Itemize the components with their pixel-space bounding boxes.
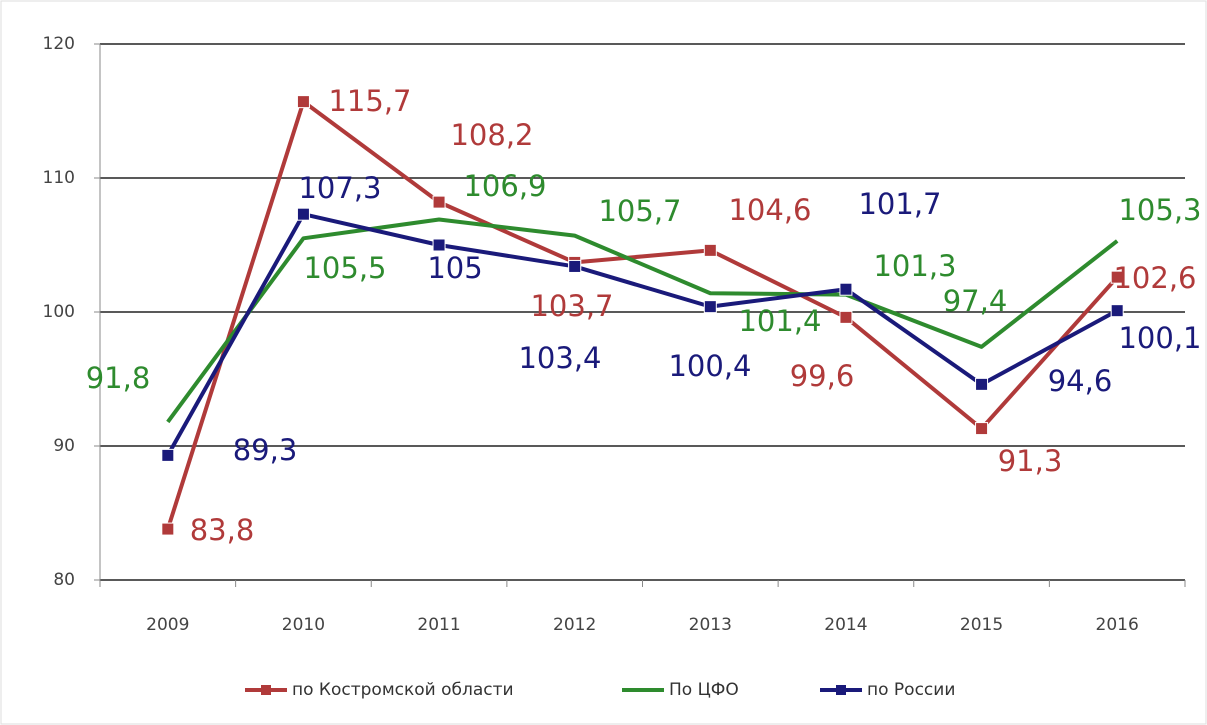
x-tick-label: 2012 (553, 615, 596, 635)
data-label: 107,3 (298, 171, 381, 205)
marker (161, 522, 175, 536)
x-tick-label: 2015 (960, 615, 1003, 635)
x-tick-label: 2010 (282, 615, 325, 635)
x-tick-label: 2009 (146, 615, 189, 635)
data-label: 105,3 (1118, 193, 1201, 227)
data-label: 103,7 (530, 289, 613, 323)
data-label: 100,1 (1118, 321, 1201, 355)
marker (975, 422, 989, 436)
data-label: 83,8 (190, 513, 255, 547)
data-label: 108,2 (450, 118, 533, 152)
data-label: 101,4 (738, 304, 821, 338)
legend-label: По ЦФО (669, 680, 739, 700)
legend-label: по Костромской области (292, 680, 514, 700)
marker (703, 243, 717, 257)
marker (161, 448, 175, 462)
series-line (166, 217, 1119, 424)
marker (703, 300, 717, 314)
marker (839, 282, 853, 296)
series-line (166, 212, 1119, 457)
data-label: 91,8 (86, 361, 151, 395)
legend-marker (261, 685, 271, 695)
legend-marker (836, 685, 846, 695)
data-label: 105 (427, 251, 482, 285)
marker (296, 95, 310, 109)
marker (568, 259, 582, 273)
legend-label: по России (867, 680, 955, 700)
data-label: 102,6 (1113, 261, 1196, 295)
marker (296, 207, 310, 221)
marker (432, 238, 446, 252)
data-label: 94,6 (1048, 364, 1113, 398)
x-tick-label: 2016 (1096, 615, 1139, 635)
series-line (165, 99, 1119, 530)
marker (432, 195, 446, 209)
x-tick-label: 2011 (417, 615, 460, 635)
data-label: 89,3 (233, 433, 298, 467)
data-label: 91,3 (998, 444, 1063, 478)
data-label: 103,4 (518, 341, 601, 375)
data-label: 100,4 (668, 349, 751, 383)
data-label: 105,5 (303, 251, 386, 285)
data-label: 104,6 (728, 193, 811, 227)
data-label: 101,3 (873, 249, 956, 283)
data-label: 97,4 (943, 284, 1008, 318)
data-label: 101,7 (858, 187, 941, 221)
y-tick-label: 110 (43, 168, 75, 188)
y-tick-label: 120 (43, 34, 75, 54)
x-tick-label: 2014 (824, 615, 867, 635)
data-label: 115,7 (328, 84, 411, 118)
y-tick-label: 80 (53, 570, 75, 590)
marker (1110, 270, 1124, 284)
data-label: 105,7 (598, 194, 681, 228)
data-label: 99,6 (790, 359, 855, 393)
marker (839, 310, 853, 324)
marker (1110, 304, 1124, 318)
x-tick-label: 2013 (689, 615, 732, 635)
data-label: 106,9 (463, 169, 546, 203)
y-tick-label: 90 (53, 436, 75, 456)
y-tick-label: 100 (43, 302, 75, 322)
marker (975, 377, 989, 391)
